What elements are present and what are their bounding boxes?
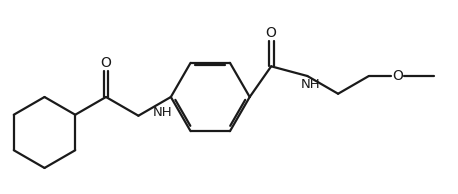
Text: O: O [101,56,111,70]
Text: O: O [266,26,277,40]
Text: NH: NH [300,78,320,91]
Text: NH: NH [153,106,172,119]
Text: O: O [392,69,403,83]
